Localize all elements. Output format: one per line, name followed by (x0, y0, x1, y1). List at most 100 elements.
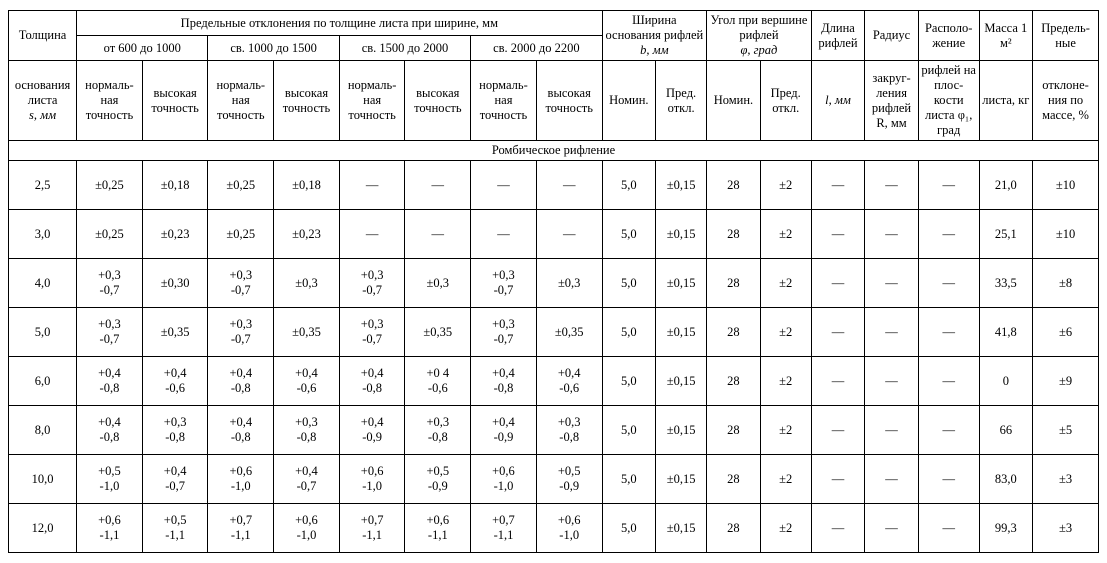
cell-ang-tol: ±2 (760, 161, 811, 210)
cell-s: 6,0 (9, 357, 77, 406)
cell-b-nom: 5,0 (602, 455, 656, 504)
table-row: 10,0+0,5-1,0+0,4-0,7+0,6-1,0+0,4-0,7+0,6… (9, 455, 1099, 504)
cell-t4: +0,4-0,8 (339, 357, 405, 406)
hdr-thickness-l2: основания листа (15, 78, 70, 107)
cell-mass: 83,0 (979, 455, 1033, 504)
cell-b-nom: 5,0 (602, 210, 656, 259)
table-row: 2,5 ±0,25 ±0,18 ±0,25 ±0,18————5,0±0,152… (9, 161, 1099, 210)
cell-t4: +0,4-0,9 (339, 406, 405, 455)
cell-s: 12,0 (9, 504, 77, 553)
cell-loc: — (918, 357, 979, 406)
cell-t0: +0,6-1,1 (77, 504, 143, 553)
cell-t2: +0,4-0,8 (208, 357, 274, 406)
cell-mass: 41,8 (979, 308, 1033, 357)
table-header: Толщина Предельные отклонения по толщине… (9, 11, 1099, 141)
hdr-tol-2-high: высокая точность (405, 61, 471, 141)
section-title: Ромбическое рифление (9, 141, 1099, 161)
cell-dev: ±9 (1033, 357, 1099, 406)
cell-rad: — (865, 504, 919, 553)
cell-b-tol: ±0,15 (656, 504, 707, 553)
cell-t7: +0,4-0,6 (536, 357, 602, 406)
cell-ang-nom: 28 (707, 308, 761, 357)
cell-len: — (811, 357, 865, 406)
cell-loc: — (918, 210, 979, 259)
cell-len: — (811, 210, 865, 259)
cell-t6: — (471, 161, 537, 210)
cell-t3: ±0,3 (274, 259, 340, 308)
cell-b-nom: 5,0 (602, 504, 656, 553)
cell-t2: ±0,25 (208, 161, 274, 210)
cell-loc: — (918, 308, 979, 357)
cell-ang-nom: 28 (707, 259, 761, 308)
cell-loc: — (918, 259, 979, 308)
hdr-thickness-top: Толщина (9, 11, 77, 61)
hdr-mass-bottom: листа, кг (979, 61, 1033, 141)
cell-t2: +0,7-1,1 (208, 504, 274, 553)
cell-t4: +0,3-0,7 (339, 259, 405, 308)
cell-t2: +0,4-0,8 (208, 406, 274, 455)
cell-loc: — (918, 161, 979, 210)
cell-t1: +0,3-0,8 (142, 406, 208, 455)
cell-t0: +0,4-0,8 (77, 406, 143, 455)
hdr-loc-bottom: рифлей на плос-кости листа φ₁, град (918, 61, 979, 141)
cell-s: 3,0 (9, 210, 77, 259)
hdr-width-base-l2: b, мм (640, 43, 668, 57)
cell-t7: — (536, 161, 602, 210)
cell-mass: 99,3 (979, 504, 1033, 553)
cell-t2: +0,3-0,7 (208, 259, 274, 308)
cell-t0: +0,4-0,8 (77, 357, 143, 406)
table-row: 12,0+0,6-1,1+0,5-1,1+0,7-1,1+0,6-1,0+0,7… (9, 504, 1099, 553)
cell-s: 8,0 (9, 406, 77, 455)
cell-t0: ±0,25 (77, 161, 143, 210)
cell-t2: +0,6-1,0 (208, 455, 274, 504)
cell-t1: ±0,35 (142, 308, 208, 357)
hdr-tol-3-high: высокая точность (536, 61, 602, 141)
cell-ang-tol: ±2 (760, 357, 811, 406)
cell-t1: +0,4-0,7 (142, 455, 208, 504)
cell-t0: +0,5-1,0 (77, 455, 143, 504)
cell-t5: — (405, 210, 471, 259)
cell-t7: ±0,3 (536, 259, 602, 308)
cell-mass: 21,0 (979, 161, 1033, 210)
cell-mass: 33,5 (979, 259, 1033, 308)
cell-ang-tol: ±2 (760, 504, 811, 553)
cell-t5: ±0,3 (405, 259, 471, 308)
table-row: 5,0+0,3-0,7 ±0,35+0,3-0,7 ±0,35+0,3-0,7 … (9, 308, 1099, 357)
table-body: Ромбическое рифление 2,5 ±0,25 ±0,18 ±0,… (9, 141, 1099, 553)
cell-t2: ±0,25 (208, 210, 274, 259)
cell-t5: +0,3-0,8 (405, 406, 471, 455)
table-row: 6,0+0,4-0,8+0,4-0,6+0,4-0,8+0,4-0,6+0,4-… (9, 357, 1099, 406)
cell-mass: 25,1 (979, 210, 1033, 259)
cell-t3: ±0,18 (274, 161, 340, 210)
cell-ang-tol: ±2 (760, 210, 811, 259)
table-row: 3,0 ±0,25 ±0,23 ±0,25 ±0,23————5,0±0,152… (9, 210, 1099, 259)
cell-rad: — (865, 259, 919, 308)
cell-b-nom: 5,0 (602, 406, 656, 455)
cell-t7: — (536, 210, 602, 259)
cell-ang-nom: 28 (707, 210, 761, 259)
cell-t6: +0,7-1,1 (471, 504, 537, 553)
cell-b-tol: ±0,15 (656, 455, 707, 504)
cell-t1: +0,4-0,6 (142, 357, 208, 406)
cell-ang-nom: 28 (707, 504, 761, 553)
cell-t0: +0,3-0,7 (77, 308, 143, 357)
cell-b-nom: 5,0 (602, 357, 656, 406)
cell-dev: ±3 (1033, 455, 1099, 504)
cell-dev: ±6 (1033, 308, 1099, 357)
hdr-tolerances-group: Предельные отклонения по толщине листа п… (77, 11, 602, 36)
cell-t4: — (339, 210, 405, 259)
hdr-length-bottom: l, мм (811, 61, 865, 141)
hdr-radius-top: Радиус (865, 11, 919, 61)
cell-loc: — (918, 406, 979, 455)
cell-s: 10,0 (9, 455, 77, 504)
hdr-angle-l1: Угол при вершине рифлей (710, 13, 807, 42)
hdr-tol-0-normal: нормаль-ная точность (77, 61, 143, 141)
hdr-range-3: св. 2000 до 2200 (471, 36, 602, 61)
cell-rad: — (865, 161, 919, 210)
cell-ang-tol: ±2 (760, 308, 811, 357)
cell-t3: +0,4-0,7 (274, 455, 340, 504)
cell-s: 4,0 (9, 259, 77, 308)
cell-ang-nom: 28 (707, 406, 761, 455)
cell-len: — (811, 455, 865, 504)
hdr-angle: Угол при вершине рифлей φ, град (707, 11, 812, 61)
